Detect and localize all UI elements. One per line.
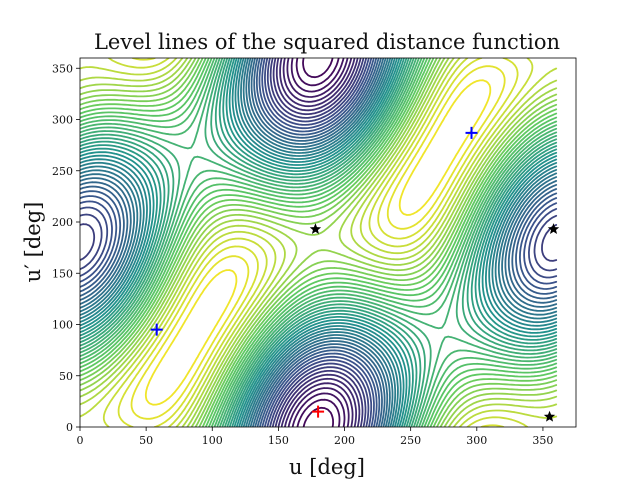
contour-level (80, 58, 558, 427)
contour-level (275, 58, 361, 427)
contour-level (282, 58, 354, 427)
y-axis: 0 50 100 150 200 250 300 350 (52, 62, 80, 434)
contour-level (80, 58, 558, 427)
y-tick-label: 0 (66, 421, 73, 434)
contour-level (80, 58, 558, 427)
contour-level (80, 58, 558, 427)
x-axis-label: u [deg] (289, 455, 365, 479)
contour-level (272, 58, 364, 427)
contour-level (130, 65, 506, 420)
contour-level (80, 58, 558, 427)
contour-level (80, 58, 558, 427)
contour-level (80, 58, 558, 427)
contour-level (80, 58, 558, 427)
contour-level (80, 58, 558, 427)
contour-level (80, 58, 558, 427)
contour-level (80, 58, 558, 427)
y-tick-label: 250 (52, 165, 73, 178)
contour-level (102, 58, 534, 427)
contour-level (80, 58, 558, 427)
contour-level (80, 58, 558, 427)
contour-level (80, 58, 558, 427)
x-tick-label: 50 (139, 434, 153, 447)
contour-level (80, 58, 558, 427)
contour-level (80, 58, 558, 427)
contour-level (279, 58, 357, 427)
contour-level (80, 58, 558, 427)
plot-frame (79, 57, 577, 428)
contour-level (80, 58, 558, 427)
blue-plus-marker (465, 126, 478, 139)
contour-level (80, 58, 558, 427)
contour-level (80, 58, 558, 427)
star-marker (543, 410, 556, 422)
contour-level (144, 79, 492, 406)
contour-level (286, 58, 350, 427)
contour-level (295, 58, 341, 427)
y-tick-label: 50 (59, 370, 73, 383)
star-marker (547, 223, 560, 235)
contour-lines (80, 58, 558, 427)
contour-level (80, 58, 558, 427)
y-tick-label: 100 (52, 319, 73, 332)
y-tick-label: 350 (52, 62, 73, 75)
x-tick-label: 0 (77, 434, 84, 447)
contour-level (80, 58, 558, 427)
blue-plus-marker (150, 323, 163, 336)
contour-level (80, 58, 558, 427)
contour-level (80, 58, 558, 427)
chart-title: Level lines of the squared distance func… (94, 30, 560, 54)
contour-level (80, 58, 558, 427)
contour-level (80, 58, 558, 427)
contour-level (80, 58, 558, 427)
y-tick-label: 300 (52, 114, 73, 127)
x-tick-label: 200 (334, 434, 355, 447)
y-tick-label: 150 (52, 267, 73, 280)
contour-level (80, 58, 558, 427)
contour-level (80, 58, 558, 427)
contour-level (117, 58, 519, 427)
contour-level (80, 58, 558, 427)
x-tick-label: 100 (202, 434, 223, 447)
x-tick-label: 150 (268, 434, 289, 447)
red-plus-marker (312, 405, 325, 418)
x-tick-label: 350 (532, 434, 553, 447)
x-tick-label: 250 (400, 434, 421, 447)
contour-level (80, 58, 558, 427)
x-tick-label: 300 (466, 434, 487, 447)
x-axis: 0 50 100 150 200 250 300 350 (77, 427, 553, 447)
star-marker (309, 223, 322, 235)
markers (150, 126, 560, 422)
contour-level (80, 58, 558, 427)
y-tick-label: 200 (52, 216, 73, 229)
y-axis-label: u′ [deg] (21, 202, 45, 283)
contour-level (80, 58, 558, 427)
contour-level (80, 58, 558, 427)
